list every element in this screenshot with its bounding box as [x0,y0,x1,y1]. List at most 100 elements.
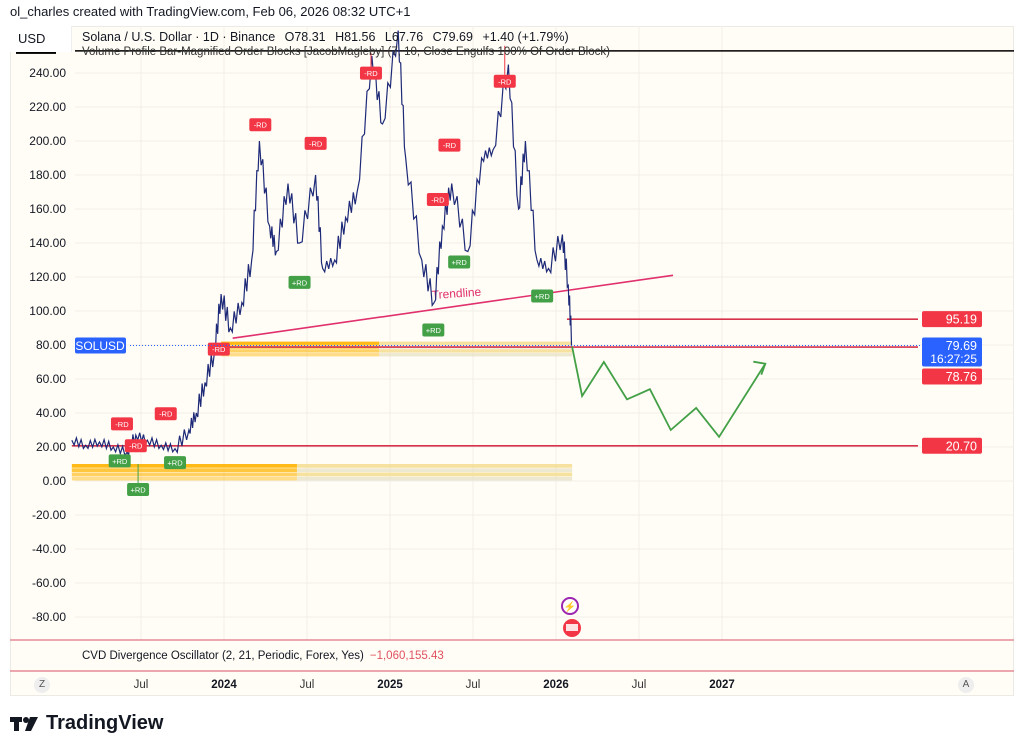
signal-marker-label: -RD [212,345,226,354]
signal-marker-label: +RD [130,486,146,495]
order-block-bar [71,476,297,481]
drawings: Trendline [16,48,1014,447]
signal-marker-bearish[interactable] [124,439,147,453]
signal-marker-label: -RD [159,410,173,419]
price-axis: -80.00 -60.00 -40.00 -20.00 0.00 20.00 40.00 60… [29,66,66,624]
order-block-bar [379,353,573,357]
x-tick-label: 2024 [211,679,237,691]
trendline[interactable] [232,274,674,339]
y-tick-label: -60.00 [32,576,66,590]
signal-marker-label: +RD [112,457,128,466]
signal-marker-bullish[interactable] [108,454,131,468]
grid [75,26,1014,640]
y-tick-label: 200.00 [29,134,66,148]
auto-scale-button[interactable]: A [958,677,974,693]
signal-marker-bearish[interactable] [110,417,133,431]
x-tick-label: 2025 [377,679,403,691]
flag-glyph [566,624,578,631]
cvd-value: −1,060,155.43 [369,650,444,662]
signal-marker-bearish[interactable] [249,118,272,132]
order-blocks [71,341,573,481]
signal-marker-bearish[interactable] [304,136,327,150]
ohlc-low: L67.76 [384,30,424,44]
y-tick-label: 20.00 [36,440,66,454]
signal-marker-bearish[interactable] [207,342,230,356]
y-tick-label: 160.00 [29,202,66,216]
order-block-bar [221,349,380,353]
projection-arrowhead [753,360,767,376]
lightning-glyph: ⚡ [564,600,576,613]
y-tick-label: 40.00 [36,406,66,420]
signal-marker-label: -RD [309,139,323,148]
signal-marker-bearish[interactable] [493,74,516,88]
projection-path[interactable] [571,346,767,439]
signal-marker-bullish[interactable] [127,483,150,496]
y-tick-label: 220.00 [29,100,66,114]
level-price-tag [922,368,982,385]
order-block-bar [379,349,573,353]
price-series [71,30,767,457]
order-block-bar [221,341,380,345]
y-tick-label: 60.00 [36,372,66,386]
level-price-tag-label: 78.76 [946,370,977,384]
tradingview-logo-icon [10,716,38,731]
y-tick-label: -40.00 [32,542,66,556]
signal-marker-label: -RD [129,442,143,451]
price-change: +1.40 (+1.79%) [482,30,569,44]
order-block-bar [71,468,297,472]
symbol-tag [75,337,126,354]
symbol-tag-label: SOLUSD [75,339,125,353]
cvd-label: CVD Divergence Oscillator (2, 21, Period… [82,650,364,662]
cvd-legend[interactable]: CVD Divergence Oscillator (2, 21, Period… [82,650,444,662]
signal-marker-bearish[interactable] [359,66,382,80]
symbol-title: Solana / U.S. Dollar · 1D · Binance [82,30,276,44]
currency-selector[interactable]: USD [10,26,72,52]
order-block-bar [71,472,297,477]
signal-marker-bullish[interactable] [422,323,445,337]
ohlc-high: H81.56 [335,30,376,44]
zoom-button[interactable]: Z [34,677,50,693]
ohlc-open: O78.31 [284,30,326,44]
y-tick-label: -20.00 [32,508,66,522]
tradingview-logo[interactable]: TradingView [10,712,163,735]
bar-countdown: 16:27:25 [930,352,977,366]
x-tick-label: Jul [465,679,481,691]
y-tick-label: 180.00 [29,168,66,182]
y-tick-label: 140.00 [29,236,66,250]
level-price-tag [922,311,982,328]
chart-frame [10,26,1014,696]
order-block-bar [296,476,573,481]
y-tick-label: 100.00 [29,304,66,318]
signal-marker-label: -RD [115,420,129,429]
signal-marker-label: +RD [167,459,183,468]
level-price-tag-label: 95.19 [946,313,977,327]
x-tick-label: Jul [133,679,149,691]
signal-marker-bullish[interactable] [531,289,554,303]
symbol-legend: Solana / U.S. Dollar · 1D · Binance O78.… [82,30,575,44]
x-tick-label: 2027 [709,679,735,691]
indicator-legend[interactable]: Volume Profile Bar-Magnified Order Block… [82,46,610,58]
y-tick-label: 240.00 [29,66,66,80]
signal-marker-label: +RD [452,258,468,267]
lightning-event-icon[interactable] [561,597,579,615]
y-tick-label: 120.00 [29,270,66,284]
signal-marker-bearish[interactable] [438,138,461,152]
signal-marker-bearish[interactable] [426,193,449,206]
signal-marker-label: -RD [443,141,457,150]
chart-credit: ol_charles created with TradingView.com,… [10,4,411,19]
ohlc-close: C79.69 [432,30,473,44]
y-tick-label: 80.00 [36,338,66,352]
signal-marker-bullish[interactable] [448,255,471,269]
x-tick-label: 2026 [543,679,569,691]
signal-marker-label: -RD [498,77,512,86]
signal-marker-bullish[interactable] [164,456,187,470]
signal-marker-bearish[interactable] [154,407,177,421]
last-price-value: 79.69 [946,339,977,353]
x-tick-label: Jul [631,679,647,691]
level-price-tag [922,437,982,454]
order-block-bar [379,341,573,345]
y-tick-label: -80.00 [32,610,66,624]
signal-marker-bullish[interactable] [288,275,311,289]
